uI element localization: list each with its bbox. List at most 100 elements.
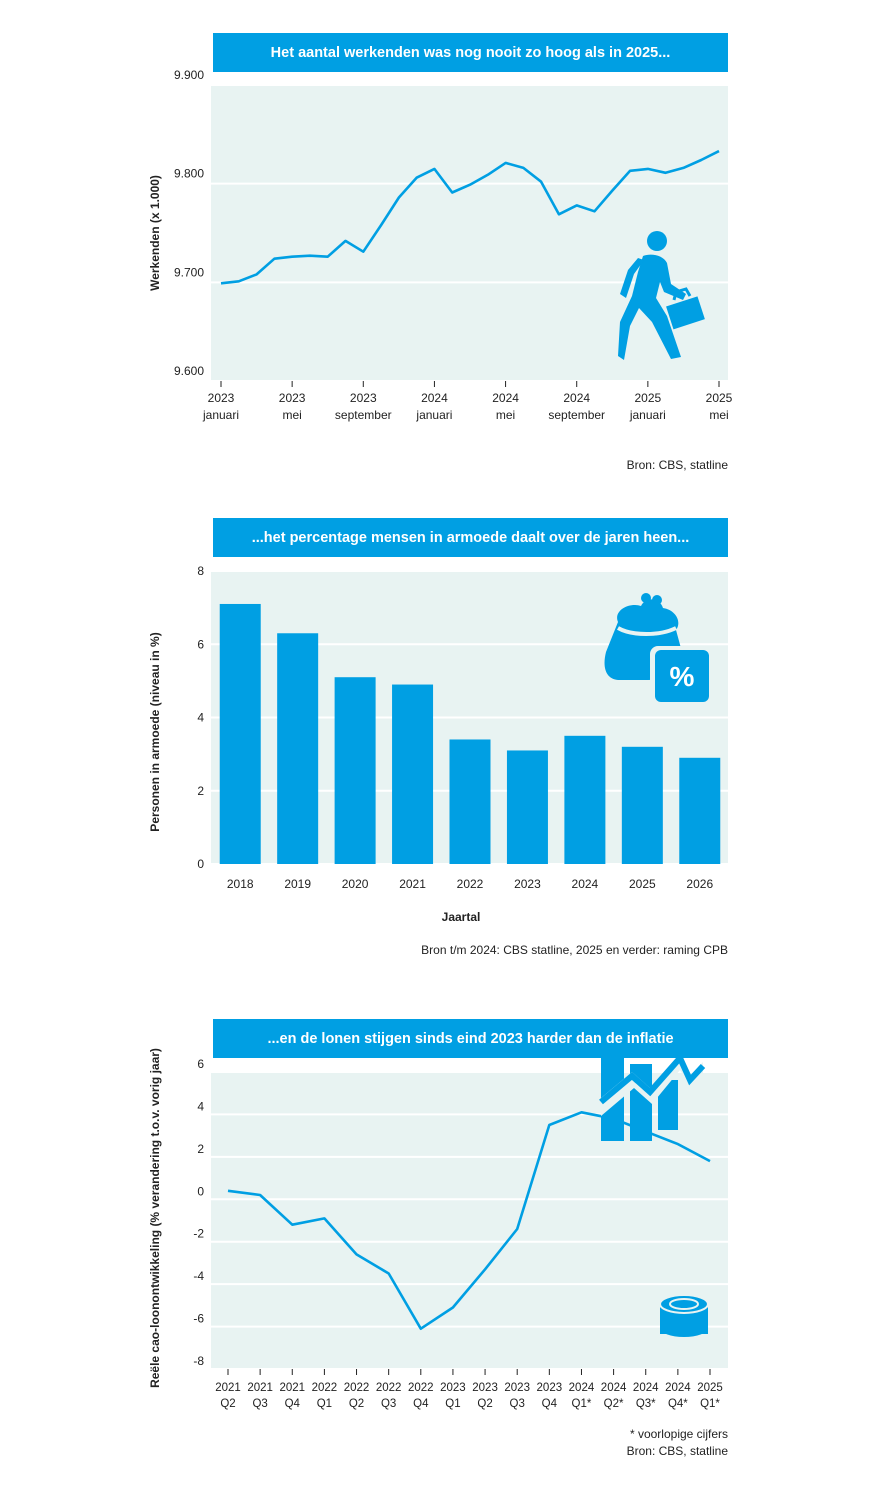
svg-text:%: % <box>670 661 695 692</box>
chart2-y-tick-label: 8 <box>197 564 204 578</box>
chart3-title: ...en de lonen stijgen sinds eind 2023 h… <box>267 1030 674 1047</box>
chart2-bar <box>334 677 376 864</box>
chart2-x-tick-label: 2019 <box>284 877 311 891</box>
chart3-x-tick-year: 2021 <box>215 1382 241 1394</box>
chart1-x-tick-year: 2024 <box>563 391 590 405</box>
chart3-y-tick-label: 0 <box>197 1184 204 1198</box>
chart1-series-line <box>220 149 720 285</box>
chart2-y-tick-label: 6 <box>197 637 204 651</box>
chart2-bar <box>392 684 434 864</box>
chart3-y-tick-label: 4 <box>197 1099 204 1113</box>
chart1-x-tick-year: 2023 <box>350 391 377 405</box>
chart3-x-tick-quarter: Q3 <box>381 1398 396 1410</box>
chart3-x-tick-year: 2023 <box>504 1382 530 1394</box>
chart2-y-tick-label: 4 <box>197 711 204 725</box>
chart2-bar <box>277 633 319 864</box>
chart3-x-tick-year: 2024 <box>601 1382 627 1394</box>
chart2-y-tick-label: 0 <box>197 857 204 871</box>
purse-percent-icon: % <box>604 593 712 704</box>
chart3-x-tick-quarter: Q3 <box>510 1398 525 1410</box>
chart1-x-tick-year: 2023 <box>208 391 235 405</box>
chart3-x-tick-quarter: Q2 <box>220 1398 235 1410</box>
chart3-y-tick-label: 2 <box>197 1142 204 1156</box>
chart1-x-tick-month: januari <box>202 408 239 422</box>
chart2-bar-chart: 0 2 4 6 8 2018 2019 2020 2021 2022 2023 2024 2025 20… <box>148 564 728 924</box>
chart2-bar <box>564 735 606 864</box>
chart3-x-tick-year: 2024 <box>633 1382 659 1394</box>
chart3-x-tick-year: 2022 <box>376 1382 402 1394</box>
chart1-x-tick-month: mei <box>709 408 728 422</box>
chart1-y-tick-label: 9.800 <box>174 167 204 181</box>
chart3-x-tick-year: 2022 <box>408 1382 434 1394</box>
chart3-x-tick-quarter: Q1 <box>317 1398 332 1410</box>
chart1-y-tick-label: 9.600 <box>174 364 204 378</box>
chart3-y-tick-label: 6 <box>197 1057 204 1071</box>
chart3-y-tick-label: -2 <box>193 1227 204 1241</box>
chart3-x-tick-year: 2021 <box>247 1382 273 1394</box>
chart2-x-tick-label: 2024 <box>572 877 599 891</box>
chart2-x-tick-label: 2018 <box>227 877 254 891</box>
walking-person-briefcase-icon <box>618 231 705 360</box>
chart2-x-tick-label: 2022 <box>457 877 484 891</box>
chart2-bar <box>449 739 491 864</box>
chart1-y-axis-label: Werkenden (x 1.000) <box>148 175 162 291</box>
chart2-x-tick-label: 2026 <box>686 877 713 891</box>
chart2-x-tick-label: 2020 <box>342 877 369 891</box>
chart1-x-tick-month: januari <box>629 408 666 422</box>
chart1-x-tick-month: mei <box>496 408 515 422</box>
chart3-x-tick-quarter: Q1 <box>445 1398 460 1410</box>
chart2-bar <box>621 746 663 864</box>
chart3-x-tick-quarter: Q1* <box>700 1398 720 1410</box>
chart3-x-tick-year: 2022 <box>344 1382 370 1394</box>
chart2-y-axis-label: Personen in armoede (niveau in %) <box>148 632 162 831</box>
chart1-title: Het aantal werkenden was nog nooit zo ho… <box>270 44 671 61</box>
chart3-series-line <box>227 1111 711 1330</box>
chart2-x-axis-label: Jaartal <box>442 910 481 924</box>
chart2-title: ...het percentage mensen in armoede daal… <box>251 529 690 546</box>
chart1-x-tick-year: 2024 <box>492 391 519 405</box>
chart1-y-tick-label: 9.700 <box>174 265 204 279</box>
chart1-x-tick-month: januari <box>415 408 452 422</box>
chart2-title-banner: ...het percentage mensen in armoede daal… <box>213 518 728 557</box>
chart3-x-tick-quarter: Q4* <box>668 1398 688 1410</box>
chart3-x-tick-quarter: Q1* <box>572 1398 592 1410</box>
chart3-y-tick-label: -6 <box>193 1312 204 1326</box>
chart1-line-chart: 9.600 9.700 9.800 9.900 2023 januari 2023 mei 2… <box>148 68 733 422</box>
chart1-y-tick-label: 9.900 <box>174 68 204 82</box>
chart3-x-tick-year: 2023 <box>440 1382 466 1394</box>
chart3-title-banner: ...en de lonen stijgen sinds eind 2023 h… <box>213 1019 728 1058</box>
chart3-y-axis-label: Reële cao-loonontwikkeling (% veranderin… <box>148 1048 162 1388</box>
chart3-x-tick-year: 2024 <box>569 1382 595 1394</box>
chart2-x-tick-label: 2025 <box>629 877 656 891</box>
chart3-y-tick-label: -4 <box>193 1269 204 1283</box>
chart3-x-tick-quarter: Q4 <box>542 1398 558 1410</box>
chart2-source: Bron t/m 2024: CBS statline, 2025 en ver… <box>421 943 728 957</box>
chart1-x-tick-month: mei <box>282 408 301 422</box>
chart3-x-tick-year: 2021 <box>279 1382 305 1394</box>
chart1-x-tick-year: 2025 <box>706 391 733 405</box>
chart3-footnote: * voorlopige cijfers <box>629 1427 728 1441</box>
chart2-bar <box>679 757 721 864</box>
chart3-x-tick-quarter: Q3* <box>636 1398 656 1410</box>
chart2-bar <box>219 603 261 864</box>
chart3-x-tick-year: 2024 <box>665 1382 691 1394</box>
chart3-x-tick-year: 2022 <box>312 1382 338 1394</box>
chart3-x-tick-quarter: Q4 <box>413 1398 429 1410</box>
chart1-title-banner: Het aantal werkenden was nog nooit zo ho… <box>213 33 728 72</box>
chart3-x-tick-year: 2023 <box>537 1382 563 1394</box>
chart1-x-tick-year: 2023 <box>279 391 306 405</box>
chart1-x-tick-month: september <box>548 408 605 422</box>
chart3-source: Bron: CBS, statline <box>626 1444 728 1458</box>
chart3-x-tick-year: 2023 <box>472 1382 498 1394</box>
chart3-x-tick-quarter: Q2* <box>604 1398 624 1410</box>
chart3-y-tick-label: -8 <box>193 1354 204 1368</box>
chart1-x-tick-year: 2024 <box>421 391 448 405</box>
chart2-y-tick-label: 2 <box>197 784 204 798</box>
chart1-source: Bron: CBS, statline <box>626 458 728 472</box>
chart3-x-tick-quarter: Q2 <box>477 1398 492 1410</box>
chart1-x-tick-month: september <box>335 408 392 422</box>
chart3-x-tick-year: 2025 <box>697 1382 723 1394</box>
chart2-bar <box>506 750 548 864</box>
chart2-x-tick-label: 2021 <box>399 877 426 891</box>
chart3-line-chart: -8 -6 -4 -2 0 2 4 6 2021 Q2 2021 Q3 2021 Q4 2022 Q1 202… <box>148 1048 728 1410</box>
